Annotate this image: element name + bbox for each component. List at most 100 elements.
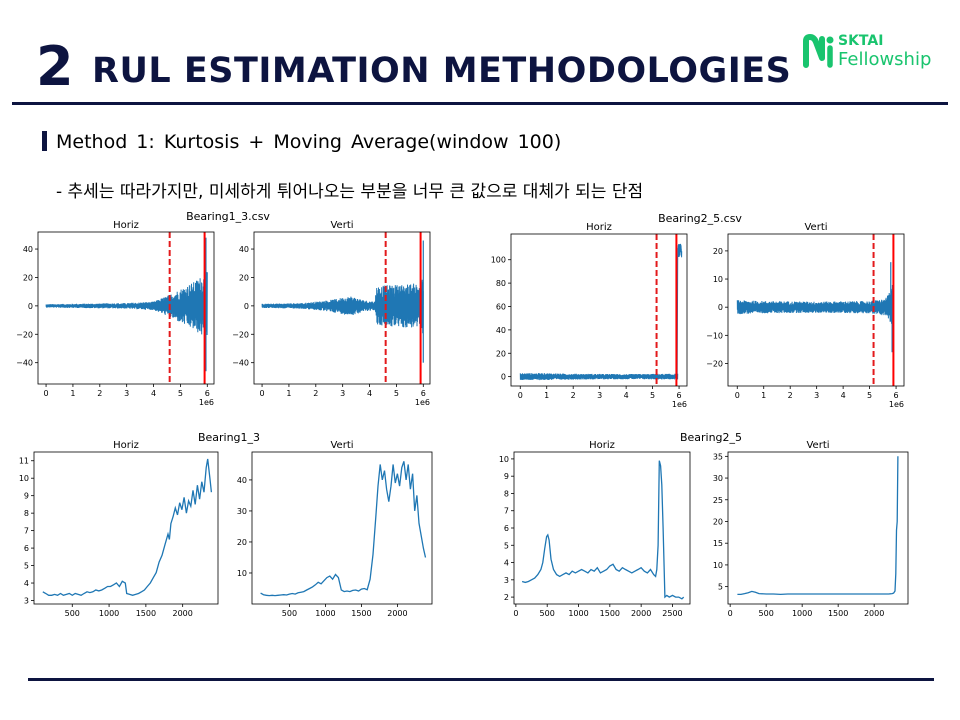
x-tick-label: 4 xyxy=(367,389,372,398)
x-tick-label: 6 xyxy=(677,391,682,400)
plot-area xyxy=(45,237,208,372)
y-tick-label: 60 xyxy=(496,302,506,311)
y-tick-label: 5 xyxy=(718,583,723,592)
y-tick-label: 20 xyxy=(239,273,249,282)
x-tick-label: 4 xyxy=(841,391,846,400)
x-tick-label: 0 xyxy=(260,389,265,398)
x-tick-label: 0 xyxy=(44,389,49,398)
x-tick-label: 5 xyxy=(867,391,872,400)
y-tick-label: 20 xyxy=(496,349,506,358)
x-tick-label: 1000 xyxy=(568,609,588,618)
y-tick-label: 40 xyxy=(239,245,249,254)
logo-brand-text: SKTAI xyxy=(838,33,884,49)
y-tick-label: 10 xyxy=(713,561,723,570)
x-tick-label: 3 xyxy=(597,391,602,400)
y-tick-label: 15 xyxy=(713,539,723,548)
x-tick-label: 5 xyxy=(650,391,655,400)
chart-panel-1: Verti 0 1 2 3 4 5 6 −40 −20 0 20 40 1e6 xyxy=(232,220,431,407)
x-tick-label: 1000 xyxy=(315,609,335,618)
fellowship-logo: SKTAI Fellowship xyxy=(802,33,952,74)
kurtosis-series xyxy=(521,460,685,600)
y-tick-label: 5 xyxy=(504,541,509,550)
y-tick-label: 2 xyxy=(504,593,509,602)
chart-panel-5: Verti 500 1000 1500 2000 10 20 30 40 xyxy=(237,440,433,618)
method-marker xyxy=(42,131,47,151)
plot-frame xyxy=(253,231,431,385)
x-tick-label: 4 xyxy=(151,389,156,398)
plot-frame xyxy=(251,451,433,605)
x-tick-label: 500 xyxy=(65,609,80,618)
y-tick-label: 3 xyxy=(504,576,509,585)
plot-area xyxy=(260,461,427,597)
chart-title: Verti xyxy=(330,220,353,231)
x-tick-label: 6 xyxy=(421,389,426,398)
y-tick-label: 20 xyxy=(713,517,723,526)
x-tick-label: 1500 xyxy=(828,609,848,618)
y-tick-label: 0 xyxy=(28,302,33,311)
y-tick-label: 11 xyxy=(19,457,29,466)
plot-frame xyxy=(727,451,909,605)
chart-title: Verti xyxy=(804,222,827,233)
y-tick-label: −20 xyxy=(232,330,249,339)
chart-title: Horiz xyxy=(113,440,139,451)
vibration-series xyxy=(261,279,424,334)
y-tick-label: 80 xyxy=(496,279,506,288)
vibration-series xyxy=(736,284,894,329)
plot-area xyxy=(261,240,424,363)
x-tick-label: 500 xyxy=(540,609,555,618)
method-label: Method 1: Kurtosis + Moving Average(wind… xyxy=(56,131,562,153)
y-tick-label: 6 xyxy=(504,524,509,533)
y-tick-label: 35 xyxy=(713,452,723,461)
x-tick-label: 1500 xyxy=(600,609,620,618)
x-tick-label: 1 xyxy=(761,391,766,400)
method-description: - 추세는 따라가지만, 미세하게 튀어나오는 부분을 너무 큰 값으로 대체가… xyxy=(56,182,644,202)
y-tick-label: 9 xyxy=(24,492,29,501)
x-tick-label: 0 xyxy=(735,391,740,400)
x-tick-label: 0 xyxy=(728,609,733,618)
y-tick-label: 20 xyxy=(237,538,247,547)
y-tick-label: −40 xyxy=(16,359,33,368)
chart-title: Verti xyxy=(330,440,353,451)
chart-panel-0: Horiz 0 1 2 3 4 5 6 −40 −20 0 20 40 1e6 xyxy=(16,220,215,407)
y-tick-label: 100 xyxy=(491,256,506,265)
x-tick-label: 1000 xyxy=(99,609,119,618)
y-tick-label: −20 xyxy=(706,359,723,368)
plot-area xyxy=(736,262,894,353)
x-multiplier: 1e6 xyxy=(672,400,687,409)
y-tick-label: 10 xyxy=(237,569,247,578)
plot-area xyxy=(42,458,213,597)
x-tick-label: 1500 xyxy=(351,609,371,618)
plot-frame xyxy=(510,233,688,387)
plot-area xyxy=(519,243,683,381)
y-tick-label: 0 xyxy=(244,302,249,311)
chart-title: Horiz xyxy=(113,220,139,231)
y-tick-label: 10 xyxy=(713,275,723,284)
y-tick-label: −20 xyxy=(16,330,33,339)
x-tick-label: 3 xyxy=(340,389,345,398)
kurtosis-series xyxy=(260,461,427,597)
x-tick-label: 2000 xyxy=(387,609,407,618)
plot-area xyxy=(737,456,899,596)
plot-frame xyxy=(33,451,219,605)
y-tick-label: 0 xyxy=(501,373,506,382)
vibration-series xyxy=(45,272,208,337)
figure-suptitle: Bearing1_3.csv xyxy=(186,210,270,223)
x-multiplier: 1e6 xyxy=(415,398,430,407)
y-tick-label: 0 xyxy=(718,303,723,312)
x-tick-label: 3 xyxy=(124,389,129,398)
vibration-series xyxy=(519,373,679,381)
y-tick-label: 4 xyxy=(24,579,29,588)
plot-area xyxy=(521,460,685,600)
y-tick-label: 3 xyxy=(24,597,29,606)
x-tick-label: 0 xyxy=(518,391,523,400)
chart-panel-4: Horiz 500 1000 1500 2000 3 4 5 6 7 8 9 10 11 xyxy=(19,440,219,618)
kurtosis-series xyxy=(737,456,899,596)
y-tick-label: 30 xyxy=(713,474,723,483)
y-tick-label: 8 xyxy=(24,509,29,518)
x-tick-label: 6 xyxy=(894,391,899,400)
y-tick-label: −10 xyxy=(706,331,723,340)
x-tick-label: 1 xyxy=(286,389,291,398)
x-tick-label: 2 xyxy=(97,389,102,398)
